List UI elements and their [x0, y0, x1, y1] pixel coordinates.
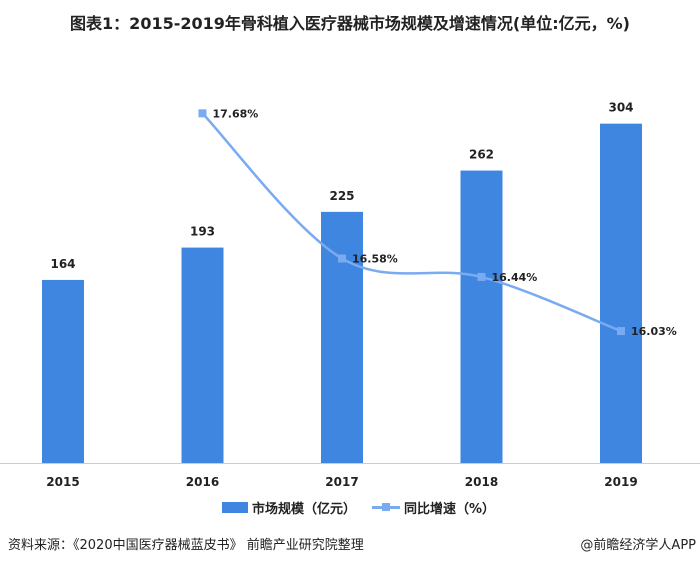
- bar-2018: [460, 170, 503, 464]
- legend-label: 市场规模（亿元）: [252, 502, 357, 517]
- bar-label-2017: 225: [329, 189, 354, 203]
- bar-label-2016: 193: [190, 225, 215, 239]
- legend-line-swatch-icon: [372, 503, 400, 511]
- source-note: 资料来源：《2020中国医疗器械蓝皮书》 前瞻产业研究院整理: [8, 538, 364, 553]
- growth-line: [201, 112, 622, 333]
- line-label-2019: 16.03%: [631, 325, 677, 338]
- line-point-2016: [198, 109, 207, 118]
- line-point-2018: [477, 272, 486, 281]
- legend-item-bar: 市场规模（亿元）: [222, 498, 356, 517]
- chart-title: 图表1：2015-2019年骨科植入医疗器械市场规模及增速情况(单位:亿元，%): [70, 14, 630, 33]
- legend-bar-swatch-icon: [222, 502, 248, 513]
- line-point-2017: [338, 254, 346, 263]
- x-tick-label-2016: 2016: [186, 475, 219, 489]
- legend-label: 同比增速（%）: [404, 502, 496, 517]
- legend-item-line: 同比增速（%）: [372, 498, 495, 517]
- x-tick-label-2017: 2017: [325, 475, 358, 489]
- bar-label-2019: 304: [608, 101, 633, 115]
- bar-label-2018: 262: [469, 148, 494, 162]
- line-point-2019: [617, 327, 625, 336]
- x-tick-label-2018: 2018: [465, 475, 498, 489]
- bar-2019: [600, 123, 642, 463]
- bar-2015: [42, 279, 84, 463]
- line-label-2018: 16.44%: [492, 271, 538, 284]
- bar-2016: [181, 247, 224, 463]
- line-label-2017: 16.58%: [352, 252, 398, 265]
- bar-2017: [321, 211, 363, 463]
- credit-note: @前瞻经济学人APP: [580, 538, 696, 553]
- line-label-2016: 17.68%: [213, 107, 259, 120]
- x-tick-label-2019: 2019: [604, 475, 637, 489]
- x-tick-label-2015: 2015: [46, 475, 79, 489]
- bar-label-2015: 164: [50, 257, 75, 271]
